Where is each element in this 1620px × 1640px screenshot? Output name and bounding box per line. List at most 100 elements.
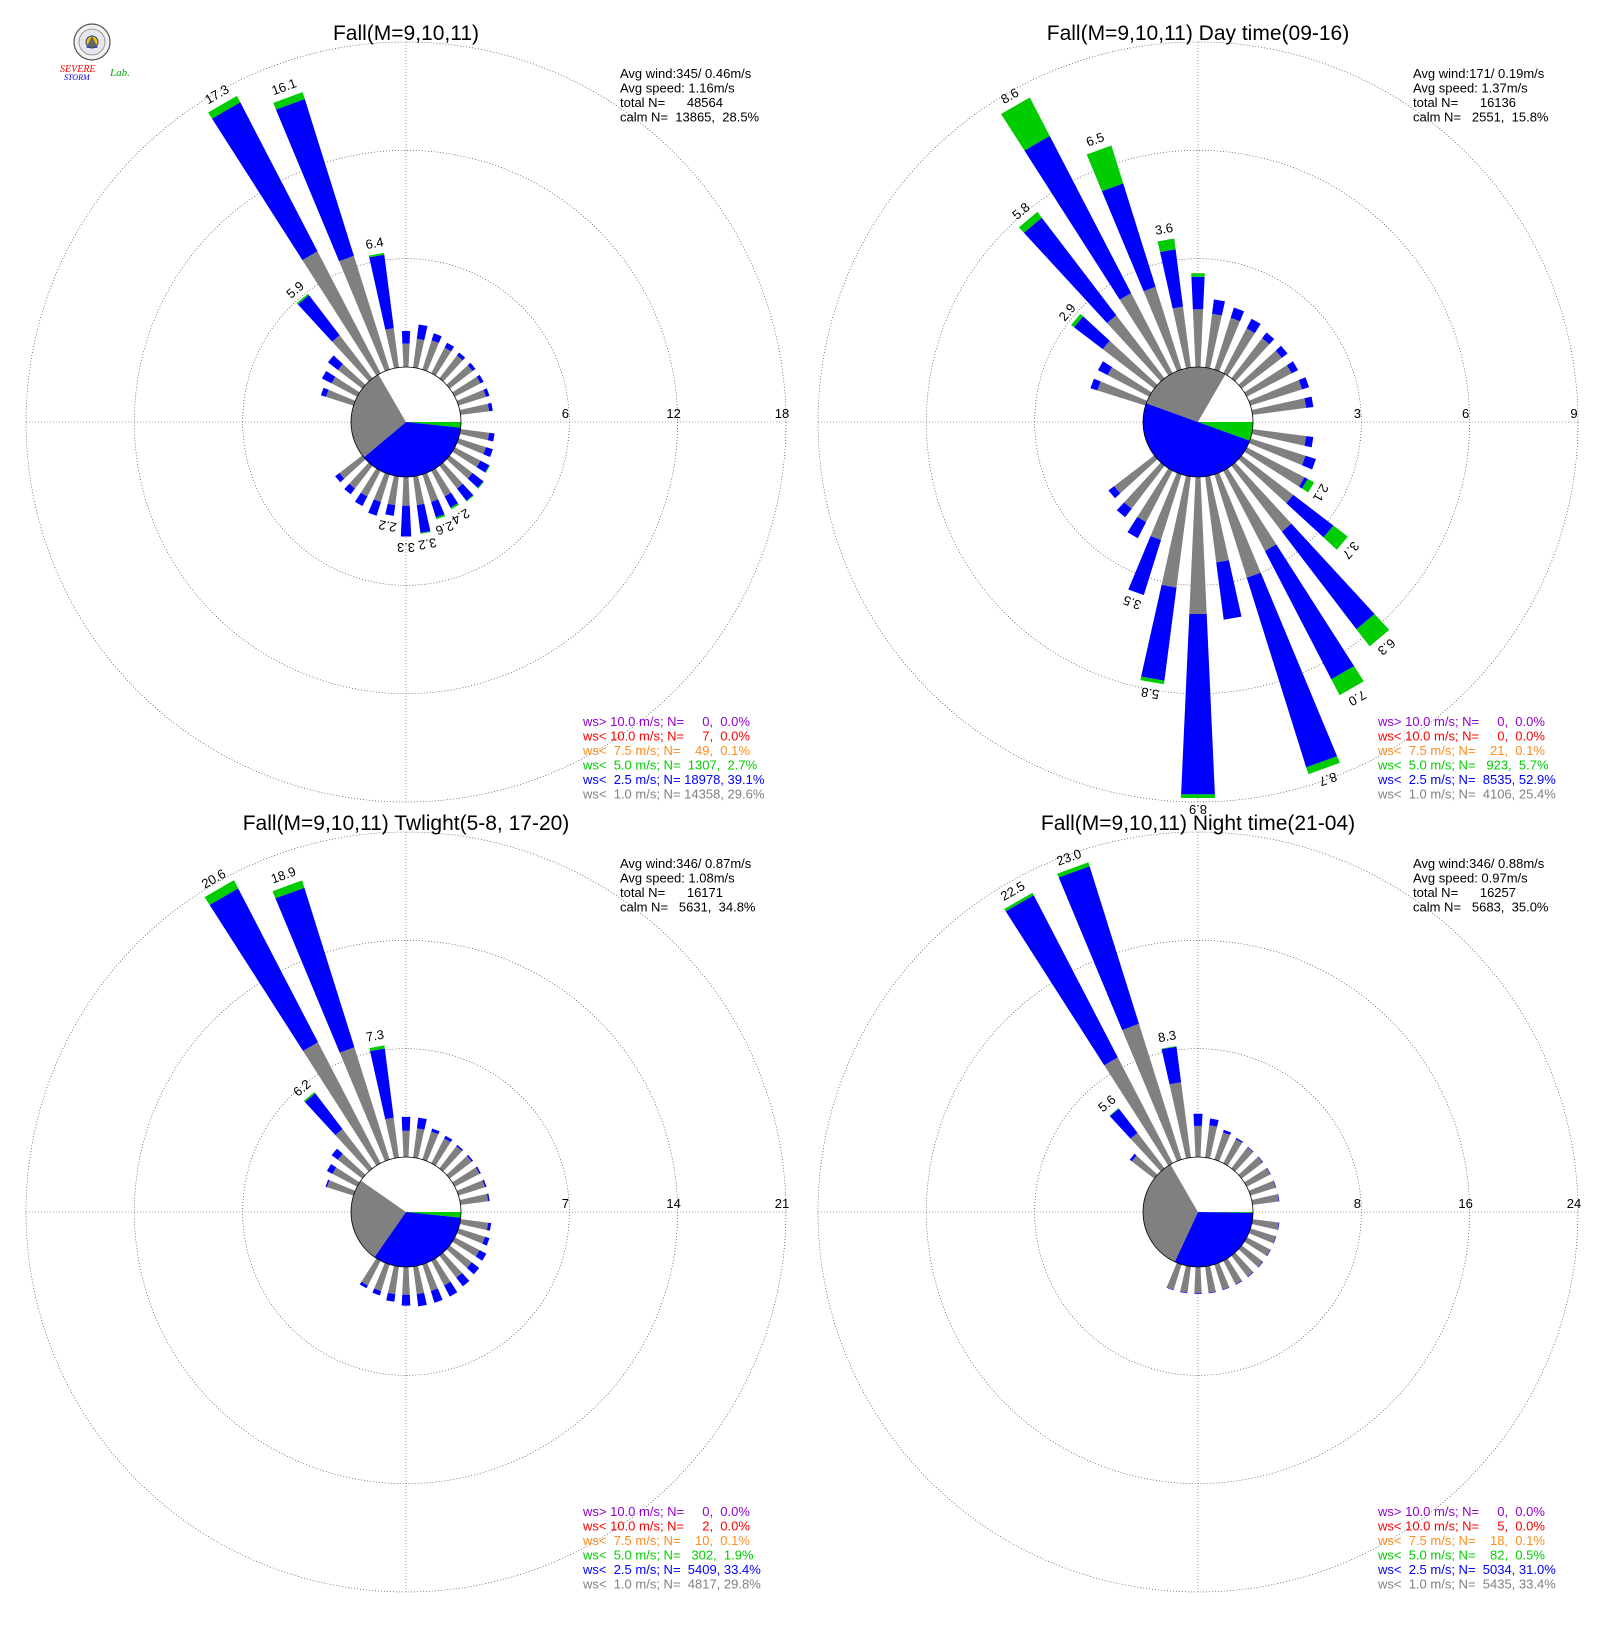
bar-segment-lt2-5 <box>1257 1261 1264 1268</box>
bar-segment-lt2-5 <box>444 492 458 508</box>
bar-segment-lt2-5 <box>1024 135 1132 300</box>
bar-segment-calm-lt1 <box>1244 365 1292 397</box>
ring-label: 18 <box>775 406 789 421</box>
stats-line: Avg speed: 1.08m/s <box>620 871 735 886</box>
bar-segment-calm-lt1 <box>456 1228 486 1244</box>
bar-segment-calm-lt1 <box>1251 398 1307 415</box>
bar-segment-lt2-5 <box>1222 1287 1230 1291</box>
stats-line: Avg speed: 1.37m/s <box>1413 81 1528 96</box>
bar-value-label: 8.9 <box>1189 802 1207 817</box>
bar-segment-lt2-5 <box>400 505 412 537</box>
bar-segment-calm-lt1 <box>402 1266 410 1295</box>
bar-segment-lt2-5 <box>1181 614 1215 795</box>
bar-value-label: 8.6 <box>998 85 1021 107</box>
bar-segment-lt5 <box>272 880 305 899</box>
legend-entry: ws< 5.0 m/s; N= 302, 1.9% <box>582 1548 754 1563</box>
bar-segment-lt2-5 <box>1128 536 1161 596</box>
bar-segment-lt2-5 <box>483 388 490 397</box>
bar-segment-lt2-5 <box>1286 361 1299 374</box>
ring-7 <box>242 1048 570 1376</box>
bar-segment-lt5 <box>1191 273 1205 277</box>
ring-label: 7 <box>562 1196 569 1211</box>
bar-segment-lt2-5 <box>327 355 343 370</box>
bar-segment-lt5 <box>1086 145 1124 192</box>
stats-line: total N= 48564 <box>620 95 723 110</box>
bar-segment-calm-lt1 <box>1143 286 1182 372</box>
stats-line: Avg wind:346/ 0.87m/s <box>620 856 752 871</box>
bar-segment-lt5 <box>1071 313 1084 328</box>
bar-segment-lt2-5 <box>335 473 345 483</box>
bar-segment-calm-lt1 <box>1104 1057 1173 1166</box>
bar-segment-lt2-5 <box>369 254 394 330</box>
bar-segment-calm-lt1 <box>1214 1132 1231 1162</box>
ring-14 <box>134 940 678 1484</box>
stats-line: total N= 16257 <box>1413 885 1516 900</box>
calm-pie-outline <box>350 366 462 478</box>
calm-pie-slice <box>350 1180 406 1258</box>
legend-entry: ws< 1.0 m/s; N= 5435, 33.4% <box>1377 1577 1556 1592</box>
bar-segment-lt2-5 <box>431 499 445 518</box>
bar-segment-calm-lt1 <box>431 1258 451 1286</box>
bar-segment-calm-lt1 <box>1244 447 1305 487</box>
bar-segment-calm-lt1 <box>387 475 399 506</box>
bar-segment-calm-lt1 <box>1107 367 1152 397</box>
stats-line: total N= 16136 <box>1413 95 1516 110</box>
bar-segment-calm-lt1 <box>1192 309 1204 368</box>
bar-segment-lt2-5 <box>482 1179 487 1188</box>
bar-segment-lt2-5 <box>401 1294 411 1306</box>
bar-segment-lt2-5 <box>1277 1194 1280 1202</box>
bar-segment-lt2-5 <box>320 387 329 397</box>
ring-12 <box>134 150 678 694</box>
bar-segment-lt5 <box>1019 211 1042 233</box>
bar-segment-lt5 <box>1323 525 1348 550</box>
bar-segment-lt2-5 <box>1212 299 1225 316</box>
calm-pie-slice <box>1198 374 1253 422</box>
bar-value-label: 2.2 <box>377 517 397 535</box>
bar-segment-calm-lt1 <box>349 462 373 489</box>
legend-entry: ws< 10.0 m/s; N= 5, 0.0% <box>1377 1519 1545 1534</box>
bar-segment-lt2-5 <box>1127 517 1147 539</box>
bar-segment-calm-lt1 <box>339 455 366 479</box>
bar-segment-calm-lt1 <box>387 1265 399 1295</box>
bar-segment-calm-lt1 <box>402 343 410 368</box>
bar-segment-lt2-5 <box>1246 572 1338 768</box>
bar-segment-lt5 <box>369 1045 385 1052</box>
legend-entry: ws< 2.5 m/s; N= 5409, 33.4% <box>582 1562 761 1577</box>
bar-segment-calm-lt1 <box>1150 472 1182 540</box>
bar-segment-lt2-5 <box>1208 1291 1216 1294</box>
legend-entry: ws< 5.0 m/s; N= 923, 5.7% <box>1377 758 1549 773</box>
bar-segment-lt5 <box>1306 756 1340 775</box>
bar-segment-calm-lt1 <box>452 1237 480 1257</box>
bar-segment-calm-lt1 <box>1124 462 1165 509</box>
bar-segment-lt2-5 <box>416 1292 427 1307</box>
bar-segment-calm-lt1 <box>360 468 381 497</box>
bar-segment-calm-lt1 <box>1251 1219 1279 1230</box>
bar-segment-lt2-5 <box>385 503 396 516</box>
bar-segment-calm-lt1 <box>339 255 390 372</box>
bar-segment-calm-lt1 <box>439 462 463 489</box>
bar-segment-calm-lt1 <box>422 340 439 372</box>
bar-segment-calm-lt1 <box>1169 1082 1191 1159</box>
stats-line: Avg wind:171/ 0.19m/s <box>1413 66 1545 81</box>
logo-text-storm: STORM <box>64 73 91 82</box>
ring-21 <box>25 831 787 1593</box>
bar-segment-calm-lt1 <box>1194 1266 1202 1294</box>
bar-segment-calm-lt1 <box>385 1117 399 1159</box>
bar-segment-calm-lt1 <box>452 447 481 468</box>
calm-pie-slice <box>1143 1164 1198 1262</box>
bar-segment-lt5 <box>1109 1108 1119 1117</box>
bar-segment-lt5 <box>1001 97 1050 151</box>
bar-segment-lt5 <box>368 252 385 258</box>
bar-segment-lt2-5 <box>372 1288 382 1296</box>
bar-value-label: 3.3 <box>397 540 415 555</box>
calm-pie-slice <box>363 422 461 478</box>
bar-segment-lt2-5 <box>475 1250 487 1261</box>
legend-entry: ws< 2.5 m/s; N= 18978, 39.1% <box>582 772 765 787</box>
bar-segment-lt2-5 <box>1230 307 1245 322</box>
bar-segment-lt2-5 <box>457 352 466 361</box>
bar-segment-calm-lt1 <box>422 1131 439 1162</box>
bar-segment-lt2-5 <box>275 887 355 1053</box>
bar-segment-lt5 <box>1004 892 1034 912</box>
severe-storm-lab-logo: SEVERE STORM Lab. <box>60 23 130 82</box>
